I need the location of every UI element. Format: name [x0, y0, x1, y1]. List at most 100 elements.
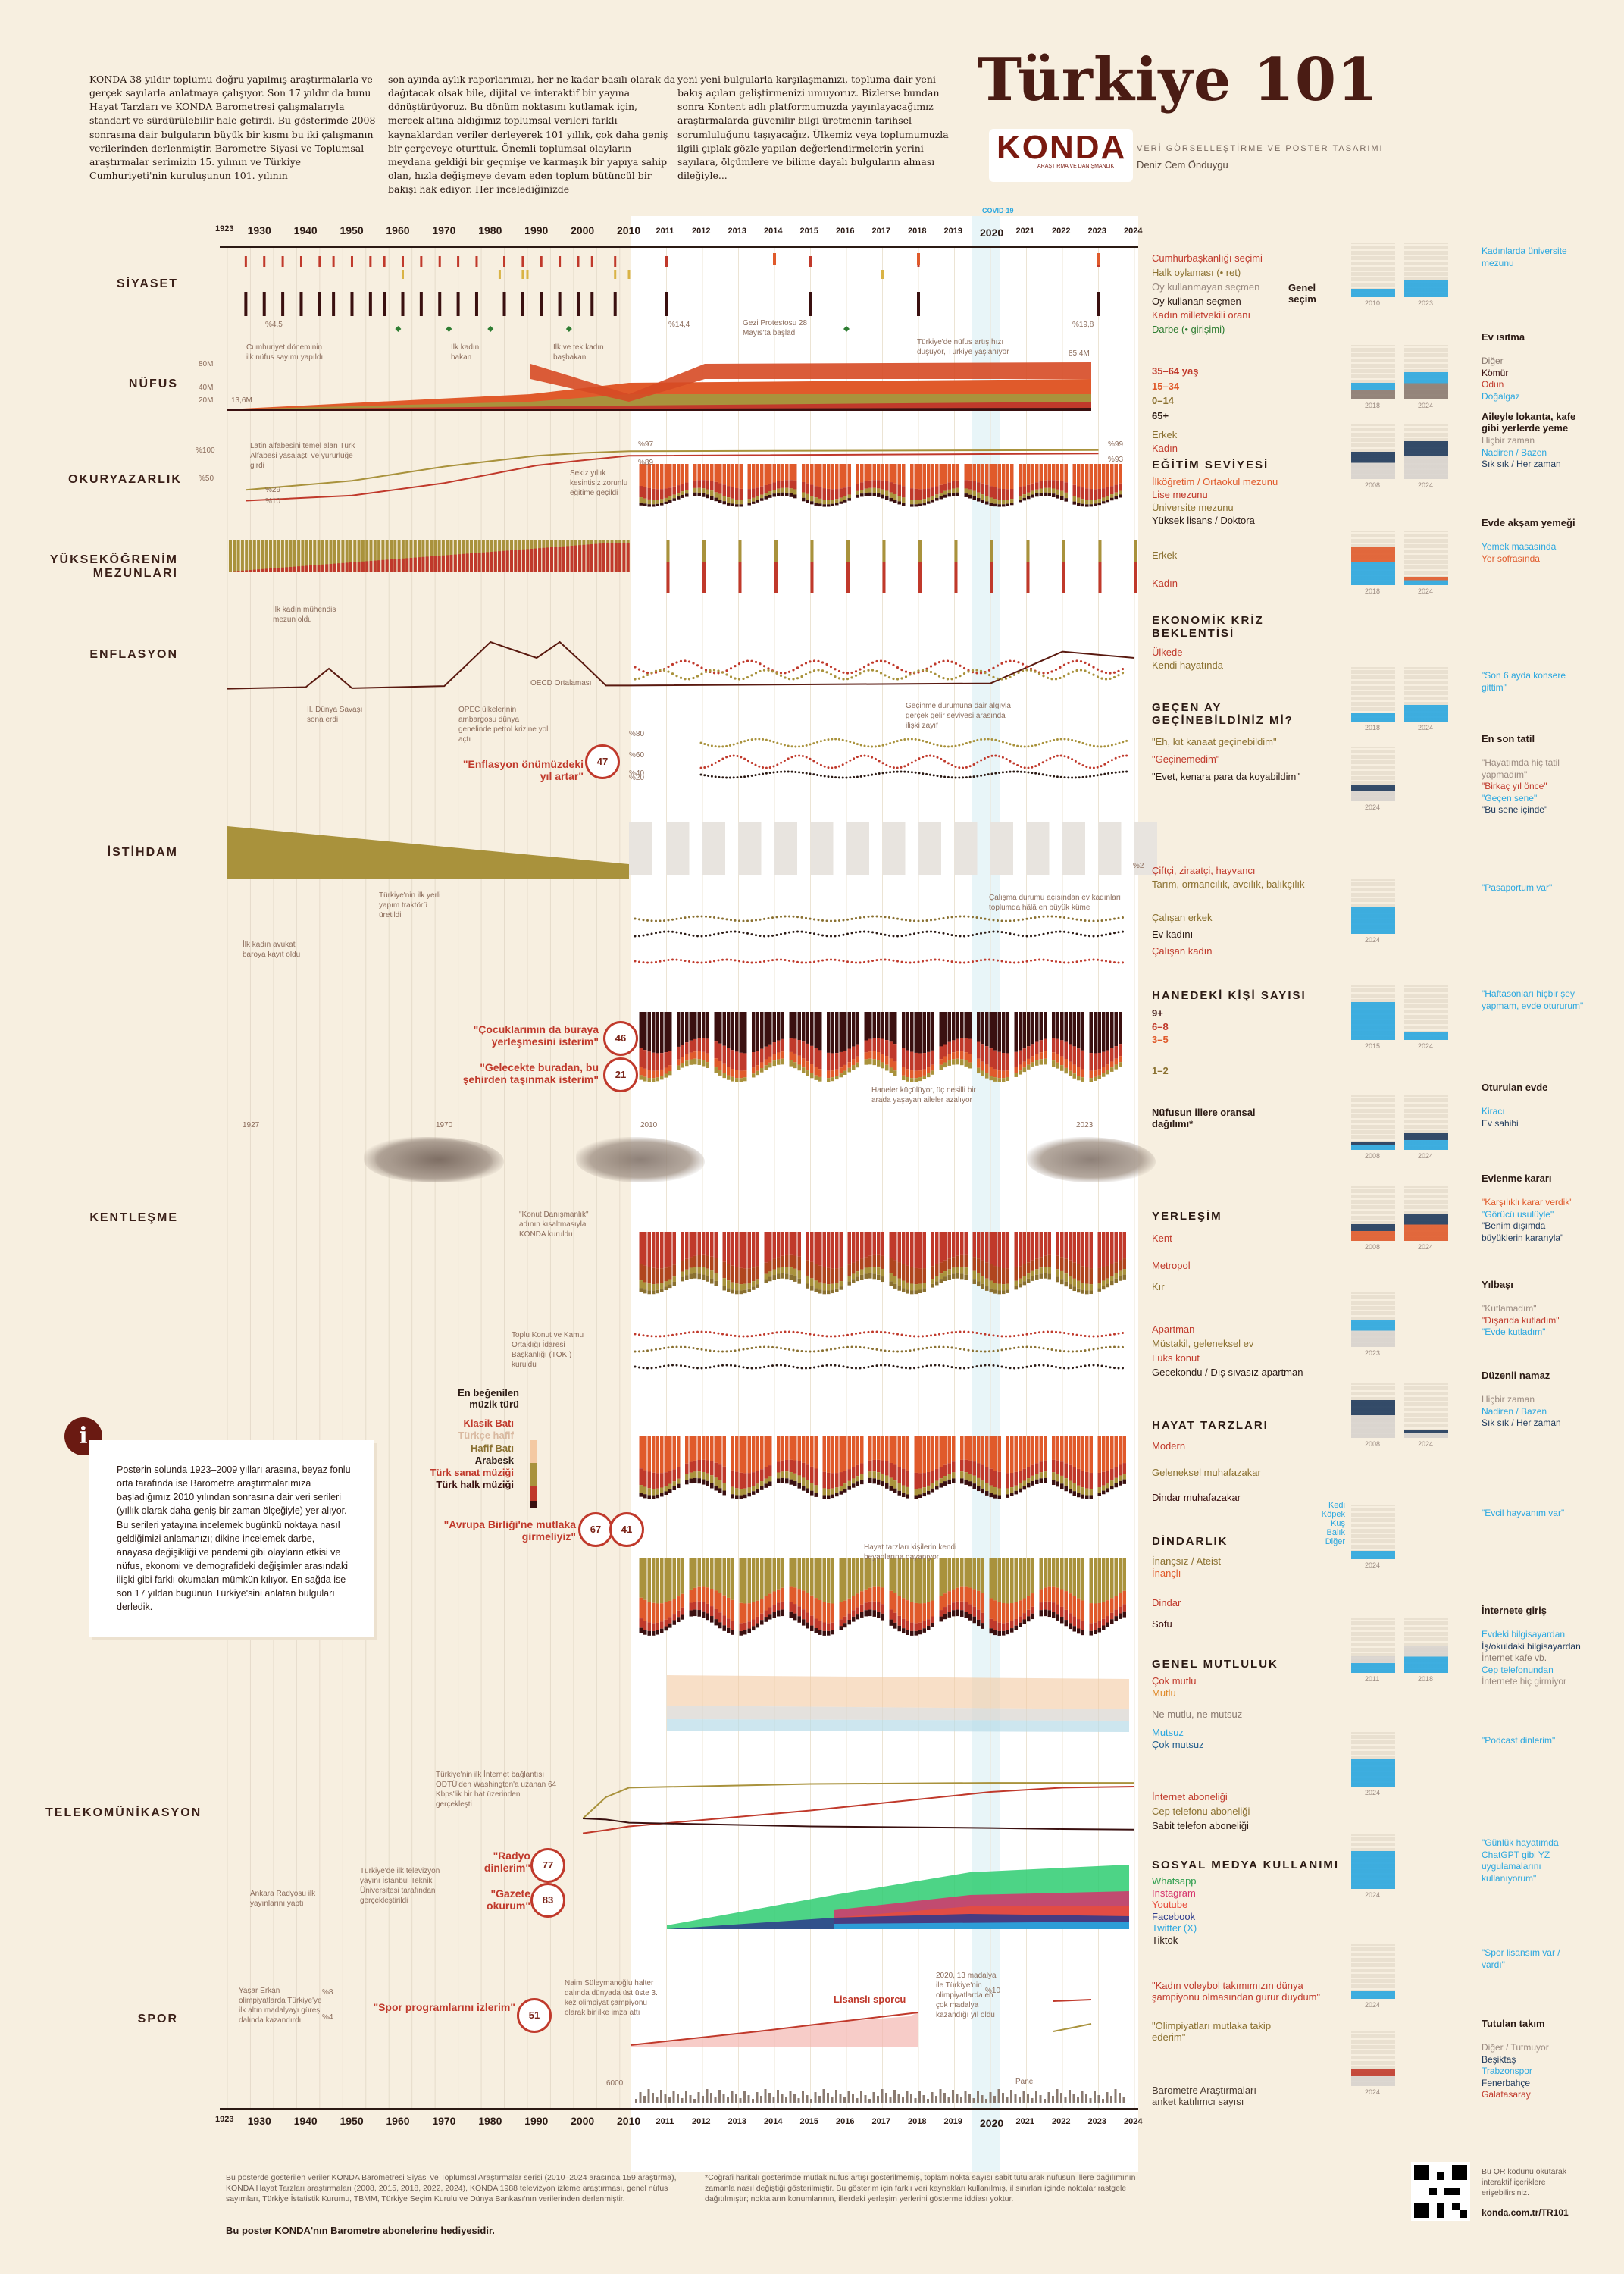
stack-segment	[922, 1288, 926, 1292]
stack-segment	[1022, 1436, 1026, 1469]
calisan-kadin-dot	[755, 961, 757, 964]
stack-segment	[777, 1461, 781, 1473]
calisan-erkek-dot	[705, 915, 707, 918]
kriz-ulkede-dot	[729, 667, 733, 670]
stack-segment	[681, 1044, 684, 1057]
stack-segment	[718, 1436, 722, 1465]
stack-segment	[881, 1481, 884, 1487]
gecinme-eh-dot	[867, 745, 870, 748]
gecekondu-dot	[642, 1367, 645, 1370]
stack-segment	[1060, 464, 1064, 481]
gecinme-no-dot	[936, 756, 939, 759]
stack-segment	[664, 1558, 668, 1602]
stack-segment	[956, 1232, 959, 1256]
year-label: 2020	[980, 227, 1004, 239]
kriz-ulkede-dot	[696, 664, 699, 667]
stack-segment	[652, 1284, 656, 1291]
kriz-kendi-dot	[775, 672, 778, 675]
gecinme-no-dot	[856, 756, 859, 759]
stack-segment	[718, 1612, 722, 1623]
gecinme-eh-dot	[780, 743, 783, 746]
yuksek-erkek-bar	[405, 540, 409, 572]
gecinme-yes-dot	[725, 776, 728, 779]
stack-segment	[872, 480, 876, 488]
map-year: 1927	[243, 1121, 260, 1129]
stack-segment	[1047, 487, 1051, 493]
side-panel-labels: "Son 6 ayda konsere gittim"	[1482, 670, 1584, 694]
kriz-ulkede-dot	[1046, 671, 1050, 675]
stack-segment	[939, 1616, 943, 1622]
panel-bar	[810, 2099, 812, 2103]
kriz-kendi-dot	[1096, 675, 1100, 678]
kriz-kendi-dot	[759, 669, 762, 673]
stack-segment	[647, 1267, 651, 1284]
gecinme-yes-dot	[853, 775, 856, 778]
stack-segment	[939, 492, 943, 496]
qr-code[interactable]	[1411, 2162, 1470, 2221]
yuksek-erkek-bar	[397, 540, 401, 572]
stack-segment	[843, 1070, 847, 1075]
calisan-kadin-dot	[942, 959, 945, 962]
apartman-dot	[942, 1332, 945, 1335]
calisan-erkek-dot	[659, 919, 662, 922]
stack-segment	[722, 464, 726, 485]
stack-segment	[877, 1436, 881, 1460]
stack-segment	[1094, 500, 1097, 504]
stack-segment	[918, 1053, 922, 1071]
yuksek-erkek-bar	[301, 540, 305, 572]
stack-segment	[822, 488, 826, 500]
stack-segment	[843, 1436, 847, 1471]
side-panel-label: Kömür	[1482, 367, 1509, 378]
stack-segment	[1102, 1602, 1106, 1619]
waffle-block	[1404, 1095, 1448, 1150]
stack-segment	[927, 1485, 931, 1491]
gecinme-no-dot	[922, 756, 925, 759]
stack-segment	[881, 1613, 884, 1621]
stack-segment	[885, 464, 889, 481]
stack-segment	[927, 1602, 931, 1620]
stack-segment	[989, 1048, 993, 1067]
stack-segment	[943, 1436, 947, 1465]
yuksek-erkek-bar	[333, 540, 336, 572]
year-label: 2012	[692, 2117, 711, 2126]
stack-segment	[947, 1232, 951, 1259]
din-bars	[639, 1558, 1126, 1636]
gecinme-eh-dot	[1114, 743, 1117, 746]
quote-ab: "Avrupa Birliği'ne mutlaka girmeliyiz"	[443, 1518, 576, 1543]
year-label: 2024	[1124, 227, 1143, 236]
stack-segment	[1022, 497, 1026, 501]
leg-km: Kadın milletvekili oranı	[1152, 309, 1251, 321]
decade-label: 1990	[524, 224, 549, 236]
stack-segment	[906, 1282, 909, 1290]
calisan-erkek-dot	[684, 916, 687, 919]
stack-segment	[1052, 1612, 1056, 1619]
stack-segment	[706, 1460, 709, 1474]
stack-segment	[927, 1073, 931, 1078]
nufus-legend: 35–64 yaş 15–34 0–14 65+	[1152, 364, 1198, 423]
kriz-kendi-dot	[821, 669, 825, 672]
yuksek-kadin-bar	[470, 553, 473, 572]
stack-segment	[943, 1044, 947, 1057]
gecekondu-dot	[1005, 1366, 1007, 1369]
stack-segment	[1002, 1284, 1006, 1291]
stack-segment	[802, 1609, 806, 1620]
stack-segment	[752, 501, 756, 504]
calisan-kadin-dot	[863, 960, 865, 963]
ev-kadini-dot	[717, 932, 720, 935]
stack-segment	[847, 464, 851, 487]
stack-segment	[960, 1610, 964, 1617]
qr-url[interactable]: konda.com.tr/TR101	[1482, 2207, 1569, 2218]
stack-segment	[697, 1012, 701, 1038]
ev-kadini-dot	[1047, 932, 1049, 935]
stack-segment	[893, 464, 897, 484]
axis-8: %8	[322, 1988, 333, 1997]
ev-kadini-dot	[763, 935, 765, 938]
stack-segment	[902, 1618, 906, 1629]
stack-segment	[672, 1276, 676, 1282]
stack-segment	[889, 1273, 893, 1282]
stack-segment	[818, 1265, 822, 1283]
panel-bar	[714, 2097, 717, 2103]
mustakil-dot	[680, 1345, 682, 1348]
stack-segment	[902, 1075, 906, 1081]
stack-segment	[706, 1436, 709, 1461]
